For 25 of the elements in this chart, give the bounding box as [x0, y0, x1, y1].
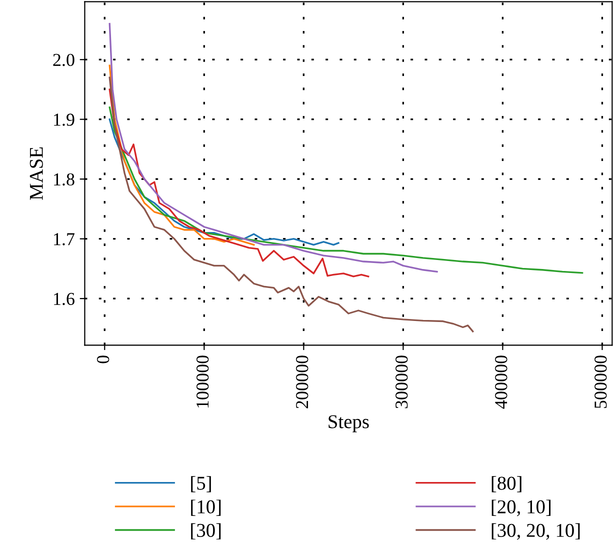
line-series — [108, 88, 370, 278]
legend-label: [10] — [191, 500, 221, 516]
x-tick-label: 300000 — [396, 356, 408, 408]
legend-label: [30] — [191, 523, 221, 540]
line-series — [108, 76, 474, 332]
y-tick-label: 1.8 — [54, 173, 74, 186]
x-tick-label: 400000 — [495, 356, 508, 409]
y-tick-label: 1.7 — [54, 233, 74, 246]
y-tick-label: 2.0 — [53, 54, 74, 66]
legend-label: [5] — [191, 476, 211, 492]
y-tick-label: 1.9 — [54, 114, 74, 126]
legend-label: [20, 10] — [492, 500, 551, 516]
y-tick-label: 1.6 — [54, 292, 74, 306]
line-series — [108, 118, 340, 246]
line-series — [108, 64, 255, 246]
x-tick-label: 500000 — [594, 356, 607, 408]
x-tick-label: 200000 — [296, 356, 308, 408]
line-series — [108, 106, 584, 274]
legend-label: [80] — [492, 476, 522, 492]
x-axis-title: Steps — [328, 415, 369, 432]
y-axis-title: MASE — [30, 147, 43, 200]
line-series — [108, 22, 438, 273]
x-tick-label: 0 — [96, 356, 110, 364]
x-tick-label: 100000 — [196, 356, 209, 408]
legend-label: [30, 20, 10] — [492, 523, 580, 540]
